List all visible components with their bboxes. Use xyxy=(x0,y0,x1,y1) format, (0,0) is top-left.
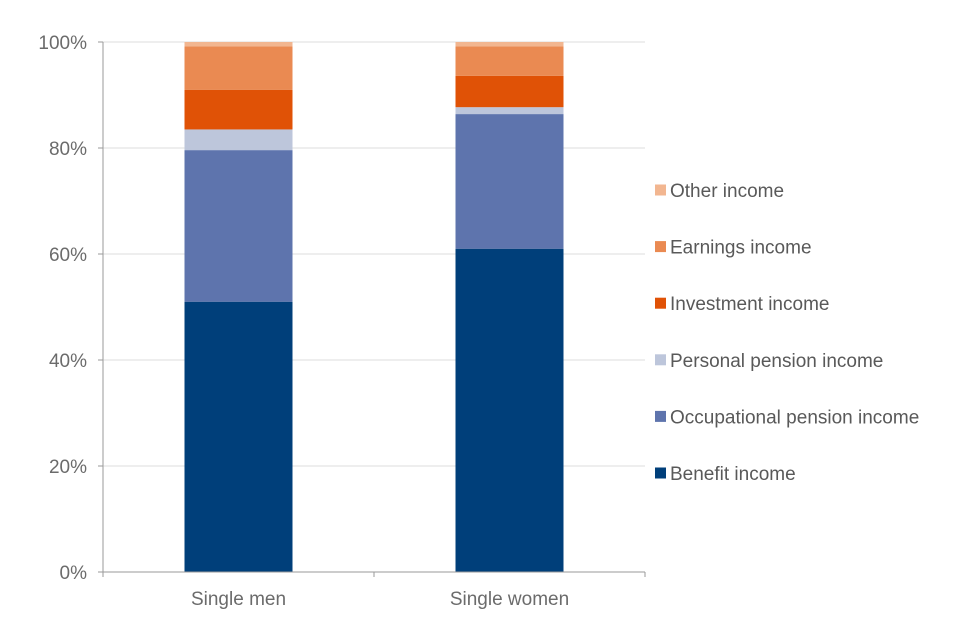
bar-segment-benefit-income xyxy=(184,301,293,572)
y-tick-label: 0% xyxy=(60,563,88,584)
bars xyxy=(184,42,564,572)
legend: Other income Earnings income Investment in… xyxy=(655,181,919,485)
legend-label: Benefit income xyxy=(670,464,796,485)
bar-segment-occupational-pension-income xyxy=(455,114,564,249)
y-tick-label: 60% xyxy=(49,245,87,266)
bar-segment-other-income xyxy=(455,42,564,47)
bar-segment-personal-pension-income xyxy=(455,107,564,115)
bar-segment-investment-income xyxy=(455,75,564,108)
legend-label: Earnings income xyxy=(670,238,812,259)
y-tick-label: 40% xyxy=(49,351,87,372)
legend-swatch xyxy=(655,467,666,479)
bar-segment-other-income xyxy=(184,42,293,47)
y-tick-label: 20% xyxy=(49,457,87,478)
bar-segment-investment-income xyxy=(184,89,293,130)
bar-segment-benefit-income xyxy=(455,248,564,572)
legend-swatch xyxy=(655,297,666,309)
x-category-label: Single men xyxy=(191,589,286,610)
legend-label: Personal pension income xyxy=(670,351,883,372)
legend-swatch xyxy=(655,410,666,422)
legend-swatch xyxy=(655,354,666,366)
y-tick-label: 100% xyxy=(38,33,87,54)
legend-label: Investment income xyxy=(670,294,829,315)
legend-label: Other income xyxy=(670,181,784,202)
legend-swatch xyxy=(655,184,666,196)
x-category-label: Single women xyxy=(450,589,569,610)
bar-segment-earnings-income xyxy=(184,46,293,90)
bar-segment-occupational-pension-income xyxy=(184,150,293,302)
legend-label: Occupational pension income xyxy=(670,407,919,428)
axes: 0% 20% 40% 60% 80% 100% Single men Single women xyxy=(38,33,646,610)
gridlines xyxy=(103,41,645,467)
bar-segment-earnings-income xyxy=(455,46,564,76)
bar-segment-personal-pension-income xyxy=(184,129,293,151)
y-tick-label: 80% xyxy=(49,139,87,160)
legend-swatch xyxy=(655,241,666,253)
